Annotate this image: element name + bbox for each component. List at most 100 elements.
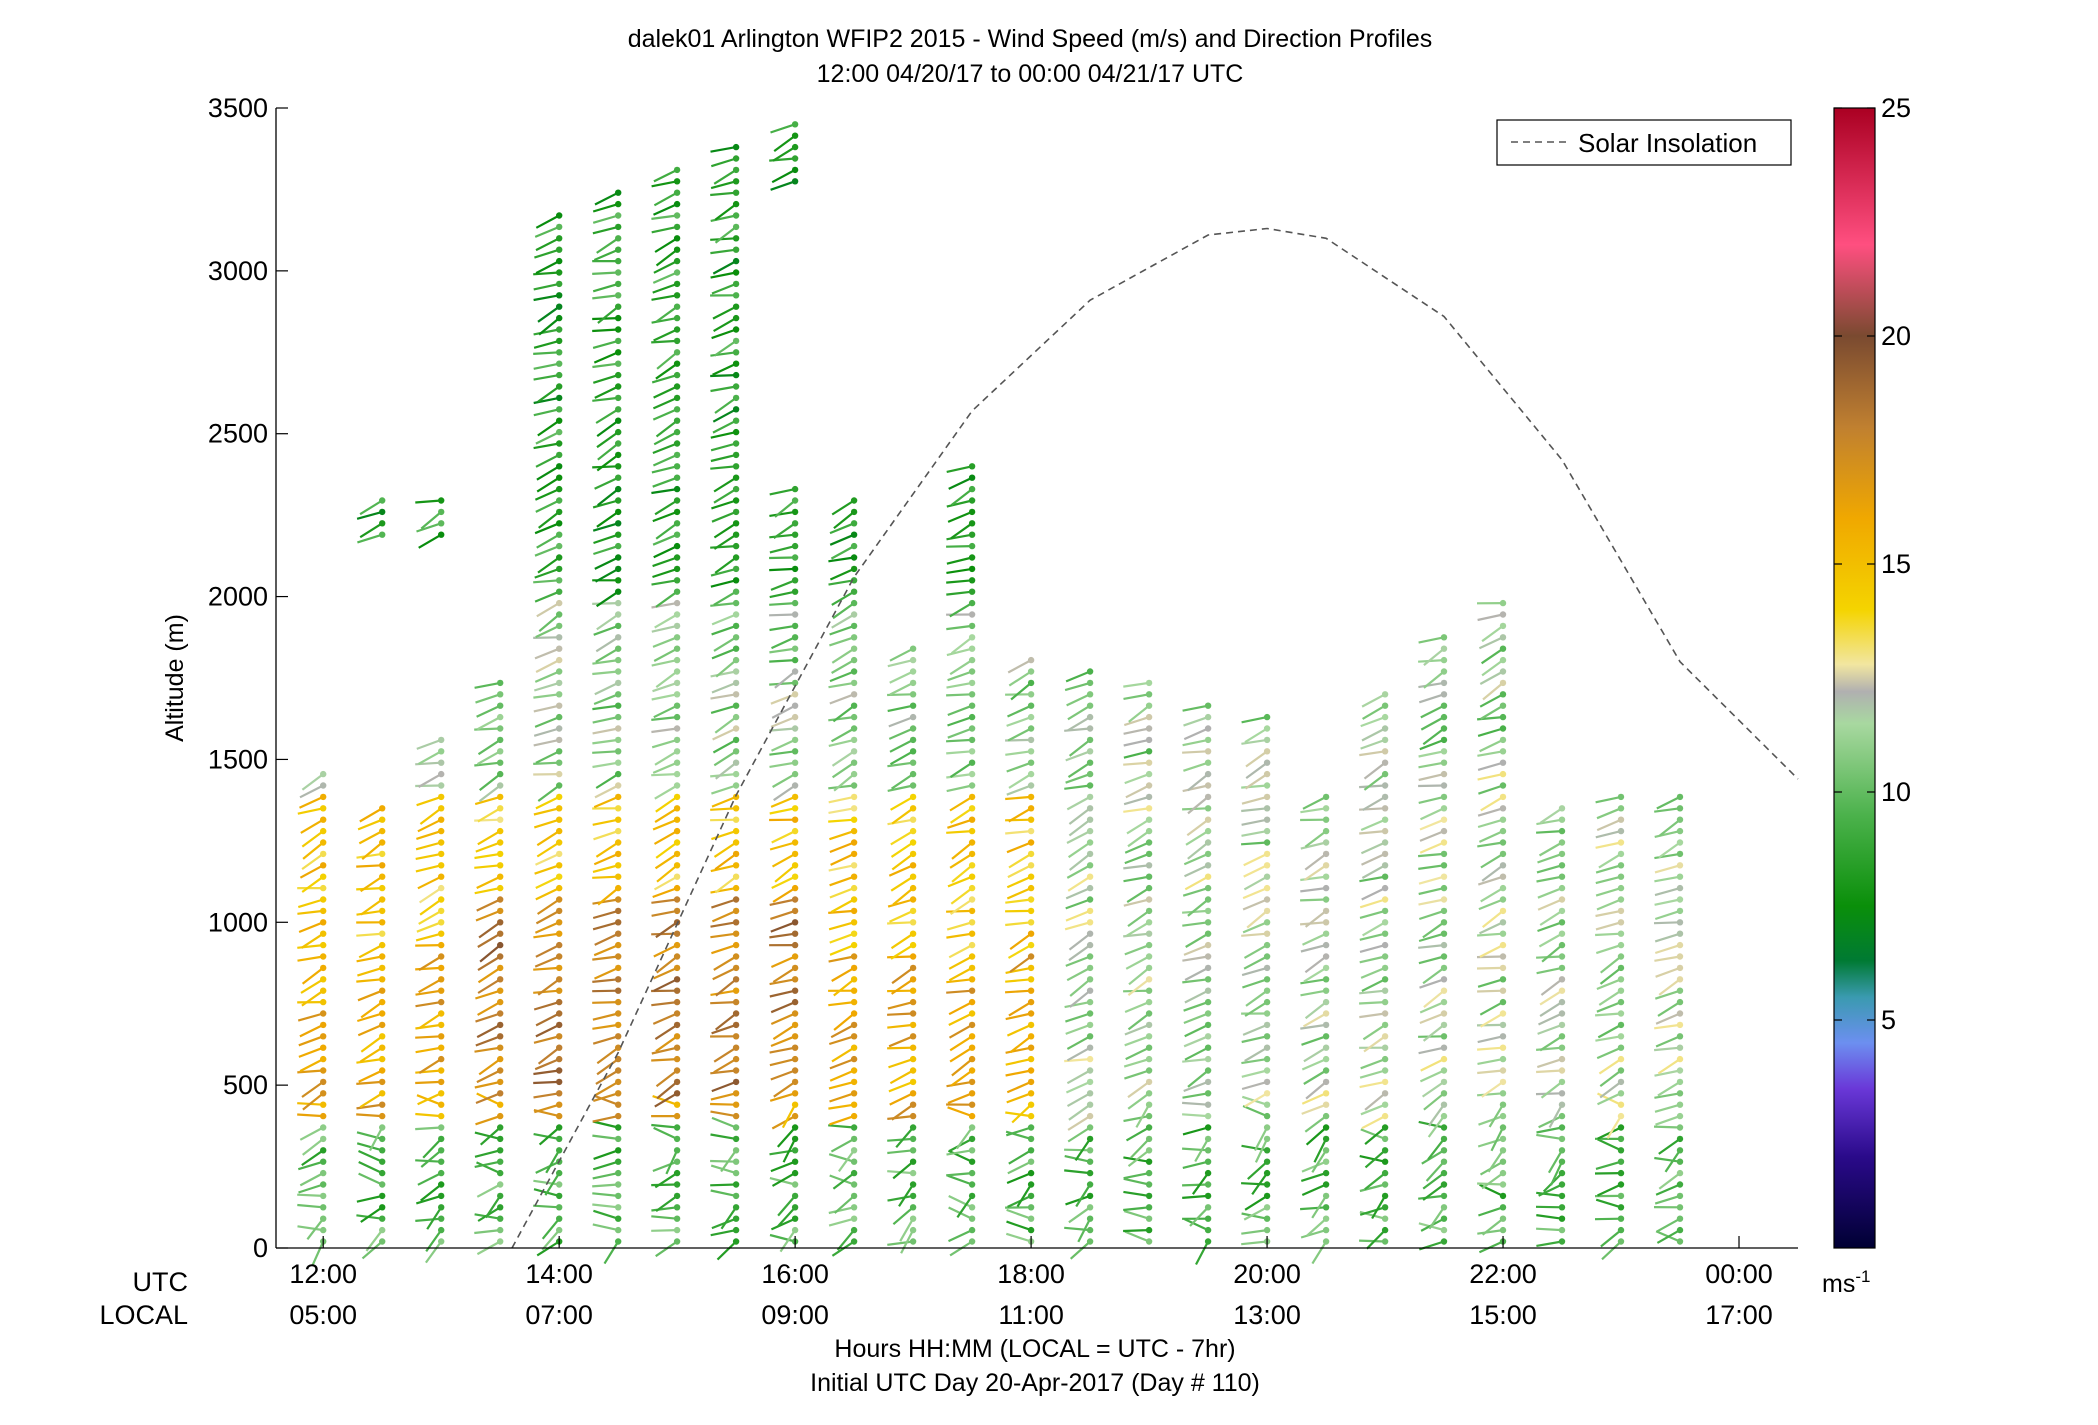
wind-barb bbox=[356, 1012, 383, 1023]
wind-barb-tip bbox=[1086, 839, 1094, 846]
wind-barb bbox=[828, 1001, 855, 1007]
wind-barb bbox=[595, 408, 619, 424]
wind-barb bbox=[592, 818, 619, 826]
wind-barb-tip bbox=[791, 1021, 799, 1029]
wind-barb-tip bbox=[1027, 1033, 1035, 1040]
wind-barb-tip bbox=[673, 611, 681, 618]
wind-barb-tip bbox=[1086, 850, 1094, 858]
wind-barb-tip bbox=[850, 565, 858, 573]
wind-barb-tip bbox=[615, 1044, 622, 1051]
wind-barb bbox=[358, 1069, 383, 1083]
wind-barb bbox=[828, 784, 855, 790]
wind-barb bbox=[592, 1035, 619, 1045]
wind-barb-tip bbox=[438, 1135, 445, 1143]
wind-barb-tip bbox=[1499, 1181, 1507, 1188]
wind-barb bbox=[710, 465, 737, 470]
wind-barb-tip bbox=[968, 554, 976, 561]
wind-barb-tip bbox=[1204, 1010, 1212, 1017]
wind-barb-tip bbox=[968, 736, 976, 744]
wind-barb bbox=[710, 1110, 737, 1118]
wind-barb-tip bbox=[1322, 1021, 1330, 1029]
wind-barb-tip bbox=[497, 805, 504, 812]
wind-barb bbox=[890, 795, 914, 811]
wind-barb-tip bbox=[1617, 793, 1625, 801]
wind-barb-tip bbox=[1145, 759, 1153, 766]
wind-barb-tip bbox=[556, 474, 563, 481]
wind-barb-tip bbox=[556, 428, 563, 436]
wind-barb-tip bbox=[732, 1158, 740, 1165]
wind-barb bbox=[655, 522, 678, 540]
wind-barb-tip bbox=[850, 827, 858, 835]
wind-barb-tip bbox=[438, 1124, 445, 1131]
wind-barb bbox=[1241, 841, 1268, 846]
wind-barb-tip bbox=[1499, 850, 1507, 858]
wind-barb-tip bbox=[732, 782, 740, 789]
wind-barb bbox=[770, 1001, 796, 1014]
wind-barb-tip bbox=[909, 793, 917, 801]
wind-barb-tip bbox=[1499, 827, 1507, 835]
wind-barb bbox=[655, 670, 678, 688]
wind-barb-tip bbox=[850, 1078, 858, 1086]
wind-barb-tip bbox=[1499, 1215, 1507, 1222]
wind-barb bbox=[1124, 1069, 1150, 1080]
wind-barb-tip bbox=[615, 1055, 622, 1063]
wind-barb-tip bbox=[497, 987, 504, 994]
wind-barb-tip bbox=[1204, 1021, 1212, 1029]
wind-barb-tip bbox=[497, 1078, 504, 1086]
wind-barb-tip bbox=[850, 656, 858, 664]
wind-barb-tip bbox=[556, 1215, 563, 1222]
wind-barb-tip bbox=[556, 371, 563, 379]
wind-barb-tip bbox=[1086, 805, 1094, 812]
wind-barb-tip bbox=[909, 1238, 917, 1245]
wind-barb-tip bbox=[791, 1169, 799, 1177]
wind-barb-tip bbox=[968, 884, 976, 892]
wind-barb bbox=[360, 1206, 383, 1223]
wind-barb-tip bbox=[497, 1124, 504, 1131]
wind-barb-tip bbox=[1676, 862, 1684, 869]
wind-barb bbox=[476, 875, 501, 889]
wind-barb bbox=[594, 476, 619, 490]
wind-barb bbox=[1241, 966, 1268, 977]
wind-barb bbox=[1194, 1138, 1210, 1163]
wind-barb-tip bbox=[556, 257, 563, 265]
wind-barb bbox=[832, 602, 855, 620]
wind-barb bbox=[597, 488, 619, 507]
wind-barb bbox=[713, 1058, 737, 1074]
wind-barb bbox=[656, 351, 678, 370]
wind-barb bbox=[1184, 1023, 1209, 1038]
wind-barb bbox=[946, 1149, 973, 1156]
wind-barb-tip bbox=[1145, 907, 1153, 915]
wind-barb bbox=[653, 168, 678, 183]
wind-barb-tip bbox=[556, 508, 563, 516]
wind-barb bbox=[1600, 1229, 1622, 1248]
wind-barb bbox=[1123, 1210, 1150, 1220]
wind-barb-tip bbox=[1617, 964, 1625, 972]
wind-barb bbox=[1183, 727, 1209, 741]
wind-barb-tip bbox=[556, 212, 563, 219]
wind-barb-tip bbox=[438, 1078, 445, 1086]
wind-barb-tip bbox=[1145, 1204, 1153, 1211]
wind-barb bbox=[594, 556, 619, 570]
wind-barb-tip bbox=[732, 1078, 740, 1086]
wind-barb-tip bbox=[1322, 1192, 1330, 1200]
wind-barb-tip bbox=[1086, 1158, 1094, 1165]
wind-barb-tip bbox=[1617, 1204, 1625, 1211]
wind-barb bbox=[592, 317, 619, 321]
wind-barb-tip bbox=[497, 827, 504, 835]
wind-barb-tip bbox=[1263, 907, 1271, 915]
wind-barb bbox=[1008, 1149, 1032, 1165]
wind-barb bbox=[1123, 1177, 1150, 1186]
wind-barb bbox=[829, 875, 855, 887]
wind-barb bbox=[1535, 1092, 1563, 1096]
wind-barb-tip bbox=[1499, 816, 1507, 823]
wind-barb bbox=[1182, 1092, 1209, 1099]
wind-barb bbox=[712, 966, 737, 981]
wind-barb bbox=[830, 1137, 855, 1153]
wind-barb-tip bbox=[1381, 827, 1389, 835]
wind-barb-tip bbox=[556, 1147, 563, 1154]
wind-barb-tip bbox=[791, 976, 799, 983]
wind-barb-tip bbox=[909, 645, 917, 652]
wind-barb bbox=[1123, 738, 1150, 747]
wind-barb-tip bbox=[1086, 1169, 1094, 1177]
wind-barb bbox=[1480, 887, 1504, 903]
